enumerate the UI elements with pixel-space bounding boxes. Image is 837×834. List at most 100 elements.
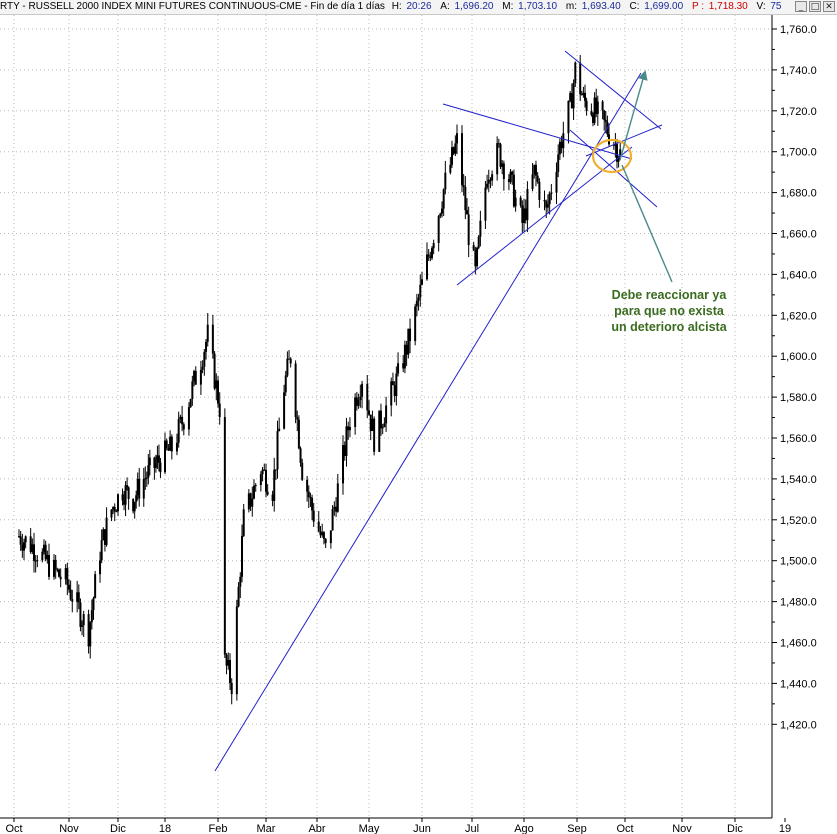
- candle-body: [53, 559, 55, 577]
- candle-body: [596, 101, 599, 114]
- candle-body: [309, 497, 312, 499]
- candle-body: [514, 197, 517, 207]
- candle-body: [76, 592, 79, 602]
- candle-body: [543, 199, 546, 202]
- candle-body: [317, 521, 320, 532]
- candle-body: [182, 424, 185, 430]
- candle-body: [102, 529, 105, 541]
- candle-body: [175, 442, 178, 452]
- candle-body: [560, 141, 563, 149]
- candle-body: [419, 284, 422, 298]
- candle-body: [34, 560, 37, 562]
- candle-body: [407, 328, 410, 355]
- candle-body: [580, 94, 583, 96]
- candle-body: [211, 324, 214, 354]
- candle-body: [466, 210, 468, 215]
- candle-body: [247, 493, 250, 510]
- candle-body: [519, 197, 522, 206]
- candle-body: [124, 485, 127, 505]
- candle-body: [148, 457, 151, 466]
- candle-body: [451, 147, 453, 165]
- trendline: [569, 129, 658, 208]
- candle-body: [417, 297, 420, 301]
- candle-body: [397, 363, 400, 374]
- candle-body: [167, 447, 170, 451]
- candle-body: [77, 592, 80, 603]
- header-p-label: P :: [691, 1, 705, 12]
- candle-body: [29, 536, 32, 552]
- candle-body: [33, 544, 35, 561]
- candle-body: [373, 418, 376, 452]
- candle-body: [103, 529, 106, 545]
- candle-body: [121, 494, 124, 501]
- header-v-label: V:: [756, 1, 766, 12]
- header-c-label: C:: [629, 1, 640, 12]
- candle-body: [476, 247, 479, 267]
- candle-body: [164, 440, 166, 473]
- annotation-pointer-line: [621, 164, 673, 283]
- candle-body: [105, 517, 108, 545]
- candle-body: [113, 506, 116, 512]
- y-tick-label: 1,420.0: [780, 719, 817, 731]
- candle-body: [348, 426, 351, 431]
- candle-body: [145, 477, 148, 479]
- candle-body: [165, 440, 168, 448]
- y-tick-label: 1,460.0: [780, 638, 817, 650]
- candle-body: [230, 682, 233, 695]
- x-tick-label: Mar: [257, 823, 276, 834]
- header-p-value: 1,718.30: [708, 1, 748, 12]
- y-tick-label: 1,560.0: [780, 433, 817, 445]
- candle-body: [479, 220, 482, 237]
- candle-body: [442, 189, 445, 209]
- candle-body: [307, 491, 310, 498]
- candle-body: [43, 544, 45, 552]
- y-tick-label: 1,620.0: [780, 310, 817, 322]
- candle-body: [545, 201, 548, 208]
- y-axis: 1,760.0 1,740.0 1,720.0 1,700.0 1,680.0 1,660…: [771, 15, 817, 818]
- header-v-value: 75: [770, 1, 782, 12]
- candle-body: [548, 193, 551, 205]
- candle-body: [133, 502, 136, 512]
- y-tick-label: 1,520.0: [780, 515, 817, 527]
- candle-body: [487, 179, 490, 184]
- candle-body: [617, 157, 620, 162]
- candle-body: [593, 97, 596, 123]
- candle-body: [595, 97, 598, 114]
- candle-body: [301, 462, 304, 480]
- candle-body: [21, 544, 24, 551]
- candle-body: [371, 418, 374, 431]
- candle-body: [218, 403, 221, 418]
- close-button[interactable]: ✕: [823, 1, 835, 12]
- candle-body: [223, 417, 226, 655]
- candle-body: [194, 371, 197, 385]
- candle-body: [437, 216, 440, 244]
- candle-body: [286, 358, 289, 376]
- candle-body: [592, 114, 594, 123]
- candle-body: [265, 469, 267, 492]
- candle-body: [227, 659, 230, 666]
- candle-body: [181, 416, 184, 425]
- maximize-button[interactable]: □: [809, 1, 821, 12]
- candle-body: [572, 83, 575, 109]
- candle-body: [570, 93, 573, 109]
- candle-body: [486, 183, 489, 188]
- candle-body: [550, 192, 553, 194]
- candle-body: [297, 419, 300, 449]
- candle-body: [567, 100, 570, 134]
- y-tick-label: 1,720.0: [780, 106, 817, 118]
- y-tick-label: 1,640.0: [780, 269, 817, 281]
- candle-body: [359, 396, 362, 401]
- candle-body: [187, 407, 190, 430]
- x-tick-label: Feb: [209, 823, 228, 834]
- candle-body: [153, 457, 156, 468]
- x-tick-label: Nov: [59, 823, 79, 834]
- candle-body: [533, 164, 536, 175]
- candle-body: [369, 414, 372, 431]
- candle-body: [24, 536, 27, 543]
- candle-body: [391, 381, 394, 386]
- minimize-button[interactable]: _: [795, 1, 807, 12]
- candle-body: [464, 186, 467, 211]
- header-n-value: 1,693.40: [581, 1, 621, 12]
- candle-body: [431, 248, 433, 259]
